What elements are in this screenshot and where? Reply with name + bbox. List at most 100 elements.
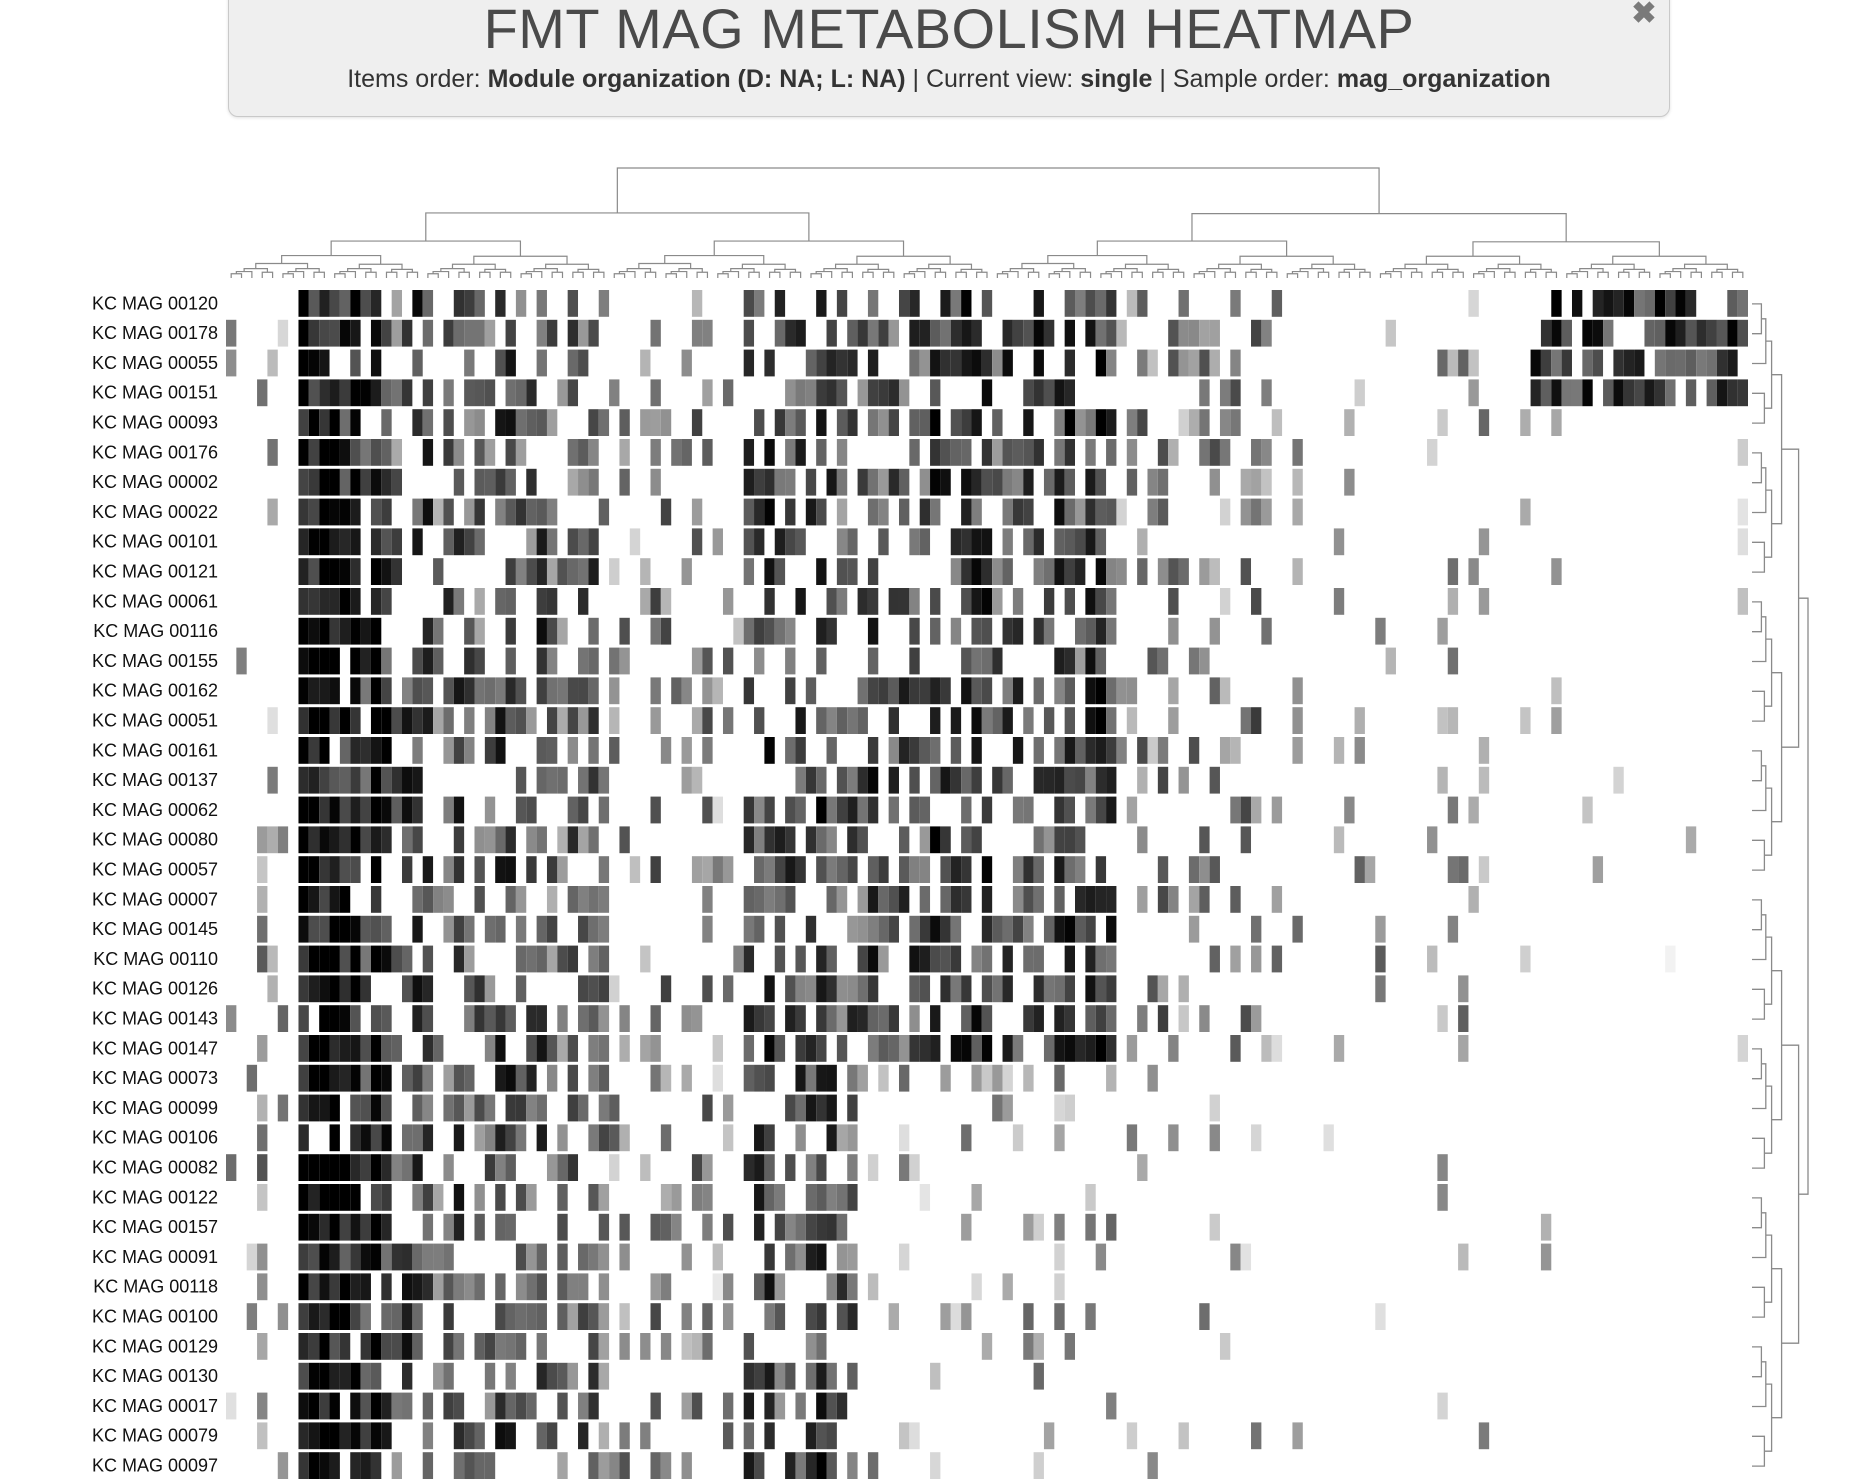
dendrogram-branch (789, 271, 802, 278)
dendrogram-branch (1798, 597, 1809, 1195)
heatmap-cell (909, 647, 920, 675)
heatmap-cell (350, 1243, 361, 1271)
heatmap-cell (1023, 1333, 1034, 1360)
heatmap-cell (546, 856, 558, 883)
heatmap-cell (950, 886, 962, 913)
heatmap-cell (754, 1452, 765, 1479)
heatmap-cell (992, 975, 1003, 1003)
heatmap-cell (992, 915, 1003, 943)
heatmap-cell (308, 737, 320, 764)
heatmap-cell (919, 915, 931, 943)
heatmap-cell (319, 468, 330, 496)
heatmap-cell (836, 707, 848, 734)
heatmap-cell (370, 439, 382, 466)
heatmap-cell (1054, 1064, 1065, 1092)
heatmap-cell (443, 1094, 454, 1122)
heatmap-cell (277, 319, 289, 347)
heatmap-cell (495, 290, 506, 317)
dendrogram-branch (1379, 273, 1392, 278)
heatmap-cell (1064, 766, 1075, 794)
heatmap-cell (961, 975, 972, 1003)
heatmap-cell (898, 1035, 910, 1062)
heatmap-cell (836, 290, 848, 317)
heatmap-cell (919, 945, 931, 973)
heatmap-cell (567, 290, 579, 317)
heatmap-cell (567, 826, 579, 854)
heatmap-cell (1085, 1035, 1096, 1062)
heatmap-cell (712, 1035, 723, 1062)
heatmap-cell (847, 1362, 858, 1390)
heatmap-cell (1023, 945, 1034, 973)
heatmap-cell (381, 1094, 392, 1122)
heatmap-cell (350, 439, 361, 466)
heatmap-cell (370, 349, 382, 377)
heatmap-cell (484, 796, 496, 824)
heatmap-cell (422, 856, 434, 883)
heatmap-cell (402, 1273, 413, 1301)
heatmap-cell (909, 915, 920, 943)
heatmap-cell (1054, 498, 1065, 526)
heatmap-cell (1106, 677, 1117, 705)
dendrogram-branch (1431, 271, 1444, 278)
heatmap-cell (536, 647, 547, 675)
heatmap-cell (722, 1303, 734, 1330)
separator: | (1159, 65, 1166, 93)
heatmap-cell (795, 1005, 806, 1032)
heatmap-cell (319, 766, 330, 794)
heatmap-cell (526, 528, 537, 556)
heatmap-cell (443, 886, 454, 913)
heatmap-cell (795, 588, 806, 615)
close-icon[interactable]: ✖ (1631, 0, 1657, 30)
heatmap-cell (878, 1035, 889, 1062)
heatmap-cell (898, 856, 910, 883)
heatmap-cell (691, 647, 703, 675)
heatmap-cell (992, 468, 1003, 496)
heatmap-cell (660, 975, 672, 1003)
heatmap-cell (319, 826, 330, 854)
heatmap-cell (319, 1362, 330, 1390)
heatmap-cell (1447, 558, 1459, 585)
heatmap-cell (1033, 737, 1044, 764)
dendrogram-branch (996, 273, 1009, 278)
heatmap-cell (961, 826, 972, 854)
heatmap-cell (1106, 319, 1117, 347)
heatmap-cell (1085, 677, 1096, 705)
heatmap-cell (1551, 707, 1562, 734)
heatmap-cell (598, 409, 610, 436)
heatmap-cell (1043, 915, 1055, 943)
heatmap-cell (402, 1362, 413, 1390)
heatmap-cell (339, 1005, 351, 1032)
heatmap-cell (308, 975, 320, 1003)
heatmap-cell (1654, 349, 1666, 377)
heatmap-cell (1106, 409, 1117, 436)
heatmap-cell (733, 945, 744, 973)
heatmap-cell (578, 677, 589, 705)
heatmap-cell (795, 319, 806, 347)
heatmap-cell (857, 945, 868, 973)
heatmap-cell (650, 617, 661, 645)
heatmap-cell (898, 737, 910, 764)
heatmap-cell (950, 915, 962, 943)
heatmap-cell (339, 826, 351, 854)
heatmap-cell (702, 439, 713, 466)
heatmap-cell (878, 498, 889, 526)
heatmap-cell (722, 588, 734, 615)
heatmap-cell (1157, 886, 1169, 913)
heatmap-cell (609, 975, 620, 1003)
heatmap-cell (1209, 319, 1220, 347)
heatmap-cell (826, 379, 837, 407)
heatmap-cell (1095, 975, 1107, 1003)
heatmap-cell (1478, 409, 1490, 436)
heatmap-cell (754, 1154, 765, 1181)
heatmap-cell (319, 1422, 330, 1450)
heatmap-cell (1095, 588, 1107, 615)
heatmap-cell (308, 915, 320, 943)
heatmap-cell (826, 945, 837, 973)
heatmap-cell (298, 1392, 309, 1420)
heatmap-cell (453, 1273, 465, 1301)
heatmap-cell (422, 1184, 434, 1211)
heatmap-cell (919, 468, 931, 496)
heatmap-cell (578, 796, 589, 824)
heatmap-cell (319, 647, 330, 675)
heatmap-cell (422, 1064, 434, 1092)
